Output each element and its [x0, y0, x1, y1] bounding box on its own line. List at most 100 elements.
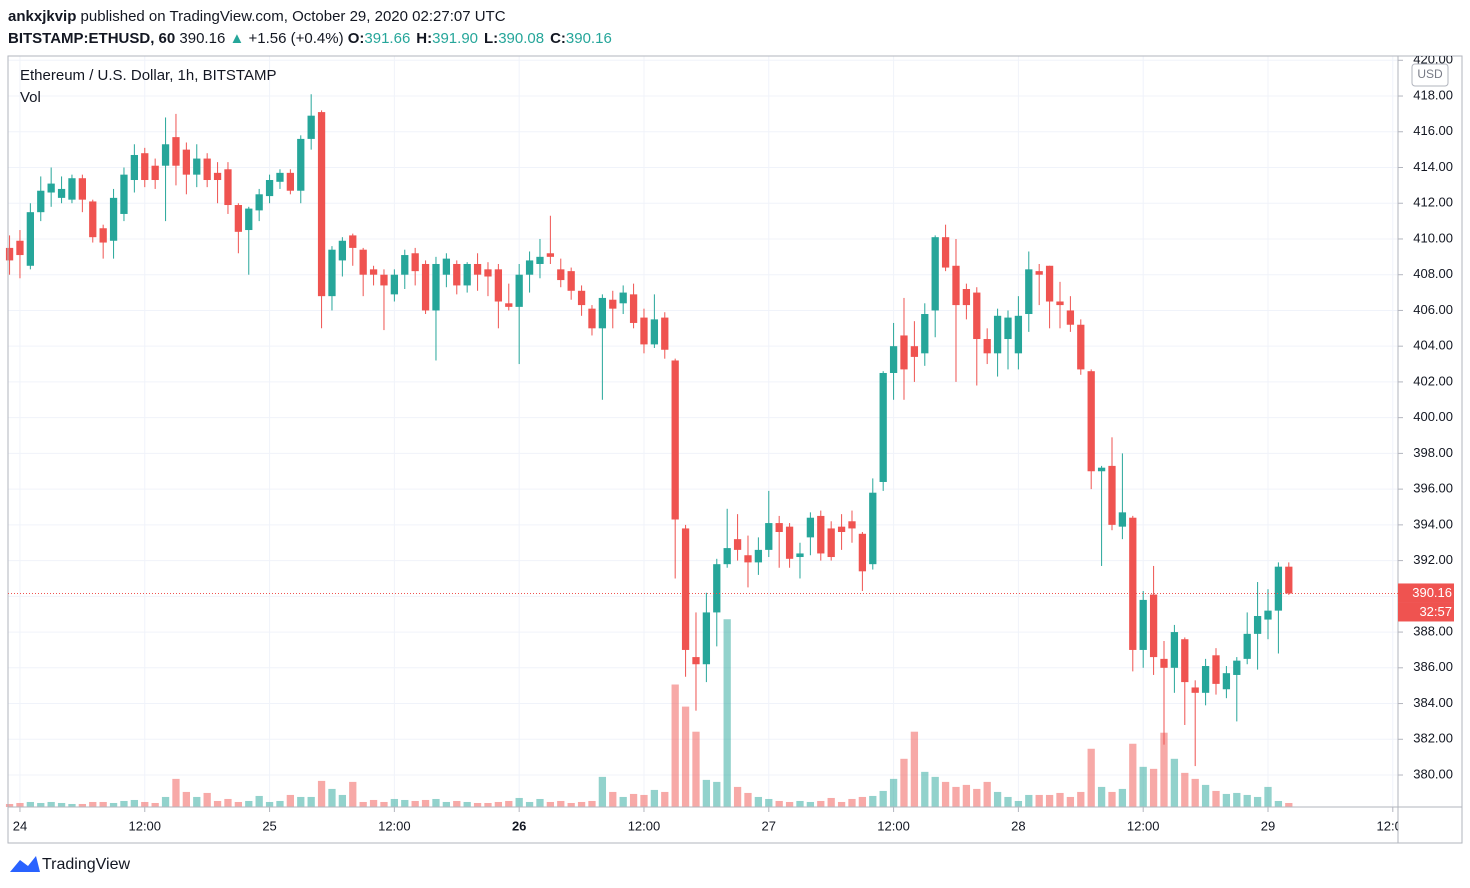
volume-bar — [1191, 778, 1199, 807]
x-tick-label: 25 — [262, 818, 276, 833]
candle-body — [1097, 467, 1106, 472]
currency-badge — [1411, 63, 1449, 87]
candle-body — [442, 258, 451, 275]
volume-bar — [99, 801, 107, 807]
volume-bar — [307, 796, 315, 807]
candle-body — [515, 274, 523, 307]
candle-body — [68, 178, 76, 200]
candle-body — [713, 564, 721, 613]
candle-body — [421, 263, 430, 311]
candle-body — [453, 263, 461, 286]
volume-bar — [57, 802, 66, 807]
countdown: 32:57 — [1419, 604, 1452, 619]
candle-body — [900, 335, 908, 370]
volume-bar — [1181, 772, 1189, 807]
candle-body — [47, 183, 55, 193]
volume-bar — [723, 619, 731, 807]
volume-bar — [359, 801, 367, 807]
volume-bar — [796, 800, 804, 807]
candle-body — [931, 237, 939, 311]
volume-bar — [1243, 794, 1251, 807]
candle-body — [941, 237, 950, 268]
volume-bar — [1004, 796, 1012, 807]
volume-bar — [640, 794, 648, 807]
y-tick-label: 380.00 — [1413, 766, 1453, 781]
volume-bar — [328, 788, 336, 807]
volume-bar — [931, 776, 939, 807]
candle-body — [1139, 599, 1147, 650]
volume-bar — [536, 798, 544, 807]
volume-bar — [265, 801, 274, 807]
candle-body — [37, 190, 45, 213]
volume-bar — [1160, 732, 1168, 807]
candle-body — [1129, 517, 1137, 650]
volume-bar — [806, 801, 815, 807]
candle-body — [57, 188, 66, 198]
candle-body — [827, 528, 835, 558]
candle-body — [661, 317, 669, 350]
volume-bar — [286, 794, 295, 807]
volume-bar — [151, 802, 159, 807]
candle-body — [546, 253, 555, 257]
volume-bar — [411, 800, 419, 807]
candle-body — [733, 539, 742, 550]
candle-body — [879, 372, 887, 482]
candle-body — [182, 149, 191, 175]
y-tick-label: 404.00 — [1413, 338, 1453, 353]
candle-body — [536, 256, 544, 264]
volume-bar — [203, 792, 211, 807]
candle-body — [130, 154, 139, 181]
last-price-label: 390.16 — [1412, 585, 1452, 600]
volume-bar — [484, 802, 492, 807]
y-tick-label: 382.00 — [1413, 731, 1453, 746]
volume-bar — [1149, 768, 1158, 807]
candle-body — [411, 253, 419, 272]
y-tick-label: 402.00 — [1413, 373, 1453, 388]
candle-body — [349, 235, 357, 248]
candle-body — [463, 263, 471, 286]
ohlc: O:391.66 H:391.90 L:390.08 C:390.16 — [348, 30, 618, 47]
candle-body — [650, 319, 659, 345]
candle-body — [640, 317, 648, 345]
candle-body — [1066, 310, 1075, 325]
volume-bar — [505, 800, 513, 807]
ohlc-label: H: — [416, 30, 433, 47]
volume-bar — [213, 800, 222, 807]
volume-bar — [193, 796, 201, 807]
candle-body — [307, 115, 315, 139]
candle-body — [484, 269, 492, 277]
volume-bar — [401, 799, 409, 807]
x-tick-label: 26 — [512, 818, 526, 833]
x-tick-label: 27 — [762, 818, 776, 833]
candle-body — [432, 263, 440, 311]
candle-body — [567, 271, 575, 291]
candle-body — [494, 269, 503, 302]
volume-bar — [671, 684, 679, 807]
candle-body — [1108, 465, 1116, 525]
volume-bar — [1222, 793, 1231, 807]
candle-body — [681, 528, 690, 650]
volume-bar — [557, 800, 565, 807]
candle-body — [754, 549, 763, 563]
candle-body — [286, 172, 295, 191]
volume-bar — [234, 801, 243, 807]
volume-bar — [817, 800, 825, 807]
candle-body — [1118, 512, 1127, 527]
candle-body — [161, 144, 170, 166]
candle-body — [1035, 271, 1043, 275]
candle-body — [26, 212, 35, 266]
volume-bar — [47, 801, 55, 807]
volume-bar — [141, 801, 149, 807]
header: ankxjkvip published on TradingView.com, … — [8, 6, 618, 50]
volume-bar — [16, 802, 24, 807]
volume-bar — [68, 803, 76, 807]
candle-body — [588, 308, 596, 329]
candle-body — [245, 208, 253, 231]
volume-bar — [921, 771, 929, 807]
y-tick-label: 412.00 — [1413, 195, 1453, 210]
candle-body — [1212, 655, 1220, 684]
volume-bar — [733, 786, 742, 807]
volume-bar — [390, 798, 399, 807]
price: 390.16 — [179, 30, 226, 47]
volume-bar — [5, 803, 14, 807]
